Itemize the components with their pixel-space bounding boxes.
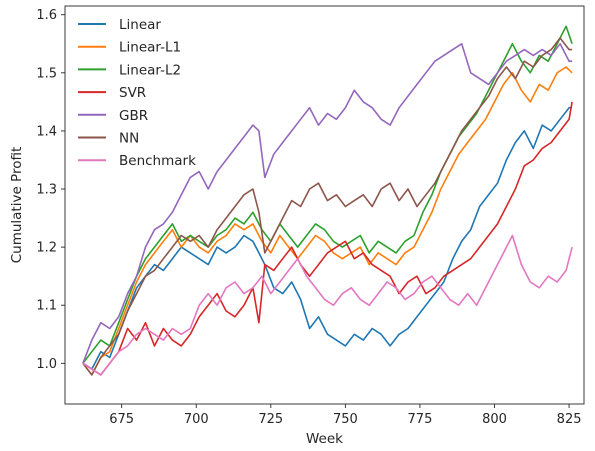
y-tick-label: 1.0	[36, 357, 57, 372]
x-tick-label: 675	[109, 412, 134, 427]
x-tick-label: 775	[408, 412, 433, 427]
legend-label-linear-l2: Linear-L2	[119, 62, 181, 78]
y-axis: 1.0 1.1 1.2 1.3 1.4 1.5 1.6	[36, 8, 65, 372]
series-line-benchmark	[82, 234, 573, 376]
x-tick-label: 800	[482, 412, 507, 427]
legend-label-svr: SVR	[119, 85, 146, 101]
series-line-svr	[82, 101, 573, 376]
series-line-linear	[82, 106, 573, 370]
x-axis-label: Week	[306, 431, 343, 447]
legend-label-linear: Linear	[119, 17, 161, 33]
y-tick-label: 1.1	[36, 299, 57, 314]
y-tick-label: 1.2	[36, 241, 57, 256]
x-tick-label: 700	[184, 412, 209, 427]
legend-label-gbr: GBR	[119, 108, 148, 124]
x-tick-label: 750	[333, 412, 358, 427]
legend-label-nn: NN	[119, 131, 139, 147]
y-axis-label: Cumulative Profit	[9, 147, 25, 264]
y-tick-label: 1.4	[36, 124, 57, 139]
plot-area-frame	[64, 5, 585, 405]
x-axis: 675 700 725 750 775 800 825	[109, 404, 582, 427]
y-tick-label: 1.6	[36, 8, 57, 23]
y-tick-label: 1.3	[36, 183, 57, 198]
series-line-nn	[82, 37, 573, 376]
y-tick-label: 1.5	[36, 66, 57, 81]
series-lines	[82, 25, 573, 376]
series-line-gbr	[82, 43, 573, 364]
legend-label-linear-l1: Linear-L1	[119, 40, 181, 56]
x-tick-label: 725	[258, 412, 283, 427]
series-line-linear-l2	[82, 25, 573, 364]
legend: Linear Linear-L1 Linear-L2 SVR GBR NN Benchmar…	[78, 17, 196, 169]
series-line-linear-l1	[82, 66, 573, 376]
x-tick-label: 825	[557, 412, 582, 427]
legend-label-benchmark: Benchmark	[119, 153, 196, 169]
